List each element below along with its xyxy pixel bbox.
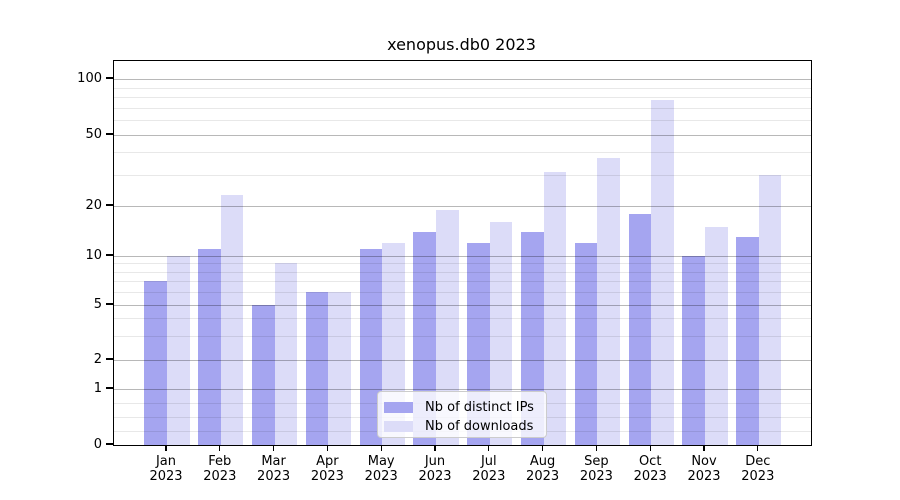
x-tick-label-mar: Mar 2023 [257, 454, 291, 484]
gridlines [114, 61, 811, 445]
bar-downloads-aug [543, 172, 567, 445]
bar-downloads-dec [758, 174, 782, 445]
x-tick-mark [165, 445, 167, 451]
gridline-minor-30 [114, 174, 811, 176]
gridline-major-10 [114, 256, 811, 257]
gridline-minor-6 [114, 292, 811, 294]
x-tick-mark [326, 445, 329, 451]
bar-downloads-oct [651, 100, 674, 445]
y-tick-label-50: 50 [85, 126, 102, 142]
x-tick-label-sep: Sep 2023 [579, 454, 613, 484]
gridline-major-100 [114, 79, 811, 80]
x-tick-mark [380, 445, 382, 451]
bar-downloads-jan [167, 256, 190, 445]
legend-label-downloads: Nb of downloads [425, 419, 534, 434]
x-tick-label-dec: Dec 2023 [741, 454, 775, 484]
y-tick-mark [106, 387, 113, 389]
y-tick-label-5: 5 [93, 296, 102, 312]
legend-label-ips: Nb of distinct IPs [425, 400, 534, 415]
bar-downloads-mar [274, 263, 298, 445]
y-tick-label-2: 2 [93, 351, 102, 367]
bar-downloads-sep [597, 158, 620, 445]
y-tick-label-10: 10 [85, 247, 102, 263]
legend-row-ips: Nb of distinct IPs [378, 398, 546, 417]
legend-swatch-ips [384, 402, 413, 413]
gridline-minor-80 [114, 97, 811, 99]
gridline-major-50 [114, 135, 811, 136]
y-tick-label-1: 1 [93, 380, 102, 396]
gridline-minor-70 [114, 107, 811, 109]
gridline-minor-40 [114, 152, 811, 154]
gridline-minor-7 [114, 281, 811, 283]
x-tick-label-feb: Feb 2023 [203, 454, 237, 484]
x-tick-mark [703, 445, 705, 451]
x-tick-mark [219, 445, 221, 451]
bar-ips-may [359, 249, 383, 445]
gridline-major-20 [114, 206, 811, 207]
plot-area [113, 60, 812, 446]
gridline-minor-60 [114, 120, 811, 122]
bar-ips-nov [682, 256, 705, 445]
x-tick-mark [595, 445, 598, 451]
legend-row-downloads: Nb of downloads [378, 417, 546, 436]
y-tick-mark [106, 303, 113, 305]
x-tick-label-apr: Apr 2023 [310, 454, 344, 484]
y-tick-mark [106, 133, 113, 135]
x-tick-mark [488, 445, 490, 451]
gridline-minor-9 [114, 263, 811, 265]
gridline-major-1 [114, 389, 811, 390]
bar-downloads-jun [436, 209, 459, 445]
bar-ips-apr [305, 292, 329, 445]
bar-ips-jan [144, 281, 167, 445]
gridline-minor-4 [114, 318, 811, 320]
x-tick-label-jun: Jun 2023 [418, 454, 452, 484]
y-tick-label-100: 100 [77, 70, 102, 86]
bar-ips-feb [198, 249, 221, 445]
gridline-minor-90 [114, 87, 811, 89]
x-tick-label-jul: Jul 2023 [472, 454, 506, 484]
x-tick-mark [272, 445, 275, 451]
gridline-minor-3 [114, 335, 811, 337]
x-tick-mark [541, 445, 544, 451]
y-tick-label-20: 20 [85, 197, 102, 213]
gridline-major-2 [114, 360, 811, 361]
x-tick-mark [649, 445, 651, 451]
bar-ips-oct [628, 213, 652, 445]
bar-ips-sep [574, 242, 598, 445]
y-tick-mark [106, 204, 113, 206]
y-tick-mark [106, 443, 113, 445]
bar-downloads-jul [489, 222, 513, 445]
bar-downloads-apr [328, 292, 351, 445]
chart-title: xenopus.db0 2023 [387, 35, 536, 54]
legend-swatch-downloads [384, 421, 413, 432]
bar-ips-dec [736, 237, 759, 445]
x-tick-label-nov: Nov 2023 [687, 454, 721, 484]
bar-downloads-feb [220, 195, 244, 445]
y-tick-mark [106, 254, 113, 256]
y-tick-mark [106, 77, 113, 79]
gridline-major-5 [114, 305, 811, 306]
bar-ips-mar [252, 305, 275, 445]
bar-downloads-nov [705, 226, 728, 445]
x-tick-label-jan: Jan 2023 [149, 454, 183, 484]
y-tick-label-0: 0 [93, 436, 102, 452]
y-tick-mark [106, 358, 113, 360]
x-tick-mark [434, 445, 436, 451]
legend: Nb of distinct IPs Nb of downloads [377, 391, 547, 438]
x-tick-mark [757, 445, 759, 451]
x-tick-label-aug: Aug 2023 [526, 454, 560, 484]
gridline-minor-8 [114, 271, 811, 273]
x-tick-label-may: May 2023 [364, 454, 398, 484]
x-tick-label-oct: Oct 2023 [633, 454, 667, 484]
